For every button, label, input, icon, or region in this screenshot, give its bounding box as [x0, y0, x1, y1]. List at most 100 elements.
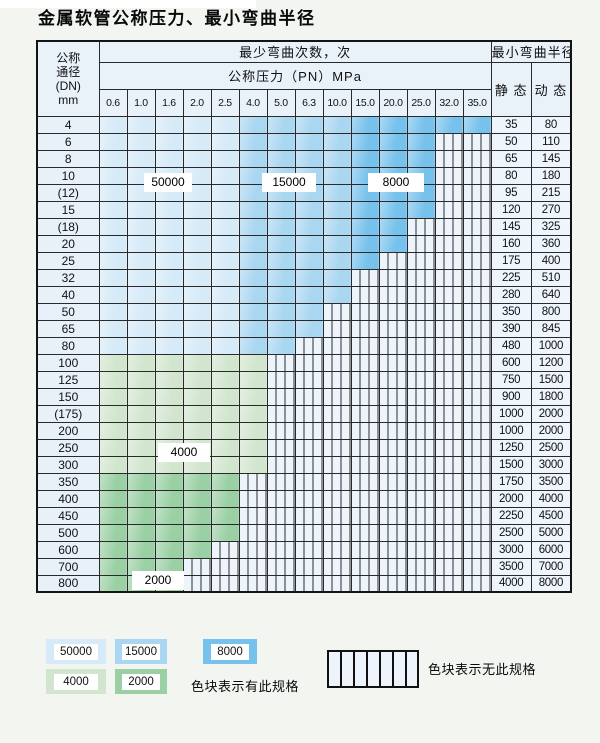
zone-label-4000: 4000 — [158, 443, 210, 462]
dn-cell: (12) — [36, 183, 100, 202]
legend-no-spec-text: 色块表示无此规格 — [428, 662, 537, 677]
spec-cell — [154, 217, 184, 236]
spec-cell — [210, 319, 240, 338]
no-spec-cell — [434, 404, 464, 423]
spec-cell — [266, 336, 296, 355]
dn-cell: 6 — [36, 132, 100, 151]
spec-cell — [182, 132, 212, 151]
pressure-column-header: 4.0 — [238, 88, 268, 117]
no-spec-cell — [350, 387, 380, 406]
no-spec-cell — [238, 506, 268, 525]
no-spec-cell — [462, 404, 492, 423]
zone-label-2000: 2000 — [132, 571, 184, 590]
spec-cell — [378, 149, 408, 168]
table-row: 80 480 1000 — [36, 336, 572, 355]
pressure-column-header: 25.0 — [406, 88, 436, 117]
no-spec-cell — [462, 319, 492, 338]
spec-cell — [154, 421, 184, 440]
static-radius-cell: 160 — [490, 234, 532, 253]
spec-cell — [126, 523, 156, 542]
no-spec-cell — [434, 472, 464, 491]
dn-cell: 4 — [36, 115, 100, 134]
no-spec-cell — [266, 472, 296, 491]
static-radius-cell: 900 — [490, 387, 532, 406]
spec-cell — [126, 353, 156, 372]
dynamic-radius-cell: 80 — [530, 115, 572, 134]
spec-cell — [294, 285, 324, 304]
table-row: (175) 1000 2000 — [36, 404, 572, 423]
no-spec-cell — [322, 404, 352, 423]
dynamic-radius-cell: 800 — [530, 302, 572, 321]
table-row: 40 280 640 — [36, 285, 572, 304]
no-spec-cell — [378, 574, 408, 593]
static-radius-cell: 280 — [490, 285, 532, 304]
no-spec-cell — [462, 387, 492, 406]
no-spec-cell — [350, 336, 380, 355]
no-spec-cell — [322, 455, 352, 474]
header-row-2: 公称压力（PN）MPa 静 态动 态 — [37, 61, 572, 117]
spec-cell — [266, 302, 296, 321]
no-spec-cell — [406, 251, 436, 270]
no-spec-cell — [322, 319, 352, 338]
no-spec-cell — [462, 557, 492, 576]
spec-cell — [126, 472, 156, 491]
table-row: 15 120 270 — [36, 200, 572, 219]
spec-cell — [182, 370, 212, 389]
dn-cell: 50 — [36, 302, 100, 321]
spec-cell — [350, 149, 380, 168]
no-spec-cell — [462, 506, 492, 525]
dynamic-radius-cell: 325 — [530, 217, 572, 236]
no-spec-cell — [322, 336, 352, 355]
spec-cell — [126, 404, 156, 423]
no-spec-cell — [238, 574, 268, 593]
no-spec-cell — [406, 455, 436, 474]
spec-cell — [154, 336, 184, 355]
dn-header-line: 通径 — [56, 64, 81, 79]
page-title: 金属软管公称压力、最小弯曲半径 — [38, 9, 316, 29]
legend-swatch-label: 2000 — [122, 673, 160, 690]
static-radius-cell: 750 — [490, 370, 532, 389]
spec-cell — [98, 523, 128, 542]
table-row: 300 1500 3000 — [36, 455, 572, 474]
no-spec-cell — [378, 353, 408, 372]
spec-cell — [210, 370, 240, 389]
no-spec-cell — [434, 370, 464, 389]
no-spec-cell — [462, 285, 492, 304]
table-row: 100 600 1200 — [36, 353, 572, 372]
no-spec-cell — [462, 489, 492, 508]
no-spec-cell — [406, 370, 436, 389]
spec-cell — [126, 234, 156, 253]
dn-cell: 25 — [36, 251, 100, 270]
dn-column-header: 公称 通径 (DN) mm — [36, 40, 100, 117]
static-radius-cell: 600 — [490, 353, 532, 372]
no-spec-cell — [462, 421, 492, 440]
spec-cell — [238, 353, 268, 372]
spec-cell — [126, 319, 156, 338]
spec-cell — [210, 200, 240, 219]
no-spec-cell — [462, 438, 492, 457]
static-radius-cell: 480 — [490, 336, 532, 355]
zone-label-50000: 50000 — [144, 173, 192, 192]
spec-cell — [238, 251, 268, 270]
static-radius-cell: 225 — [490, 268, 532, 287]
no-spec-cell — [294, 540, 324, 559]
no-spec-cell — [462, 574, 492, 593]
spec-cell — [322, 251, 352, 270]
spec-cell — [322, 200, 352, 219]
spec-cell — [210, 455, 240, 474]
spec-cell — [126, 438, 156, 457]
legend-swatch-label: 15000 — [122, 643, 160, 660]
table-row: 6 50 110 — [36, 132, 572, 151]
no-spec-cell — [406, 234, 436, 253]
spec-cell — [98, 319, 128, 338]
spec-cell — [98, 540, 128, 559]
no-spec-cell — [434, 336, 464, 355]
no-spec-cell — [350, 268, 380, 287]
spec-cell — [350, 251, 380, 270]
min-bend-radius-header: 最小弯曲半径 — [490, 40, 572, 63]
no-spec-cell — [378, 523, 408, 542]
spec-cell — [126, 251, 156, 270]
no-spec-cell — [294, 489, 324, 508]
dynamic-radius-cell: 360 — [530, 234, 572, 253]
no-spec-cell — [294, 404, 324, 423]
